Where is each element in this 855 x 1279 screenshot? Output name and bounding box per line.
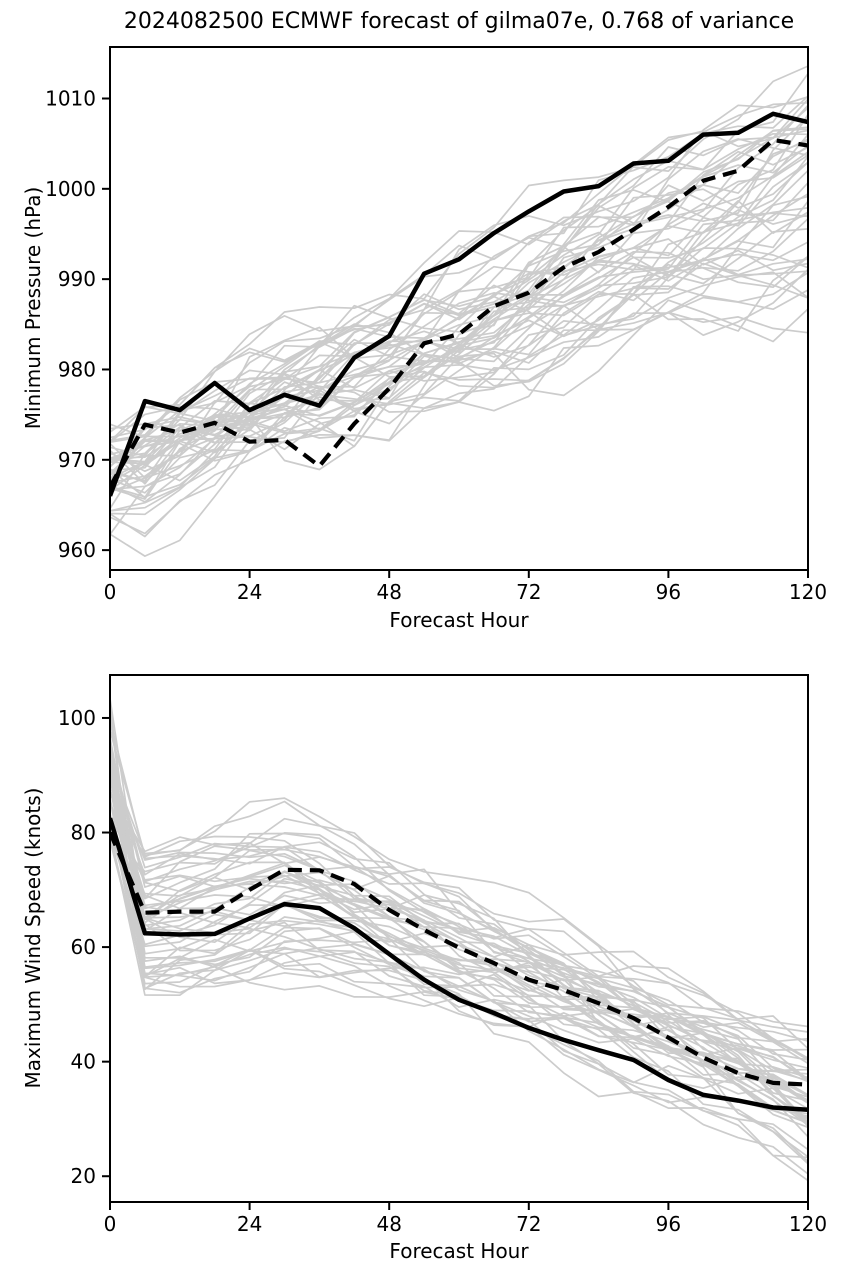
ensemble-members — [110, 755, 808, 1072]
figure-title: 2024082500 ECMWF forecast of gilma07e, 0… — [123, 9, 795, 34]
y-tick-label: 80 — [71, 821, 96, 845]
ensemble-members — [110, 832, 808, 1102]
y-tick-label: 1000 — [45, 177, 96, 201]
pressure-x-axis-label: Forecast Hour — [389, 608, 529, 632]
x-tick-label: 120 — [789, 580, 827, 604]
ensemble-members — [110, 716, 808, 1151]
ensemble-members — [110, 263, 808, 482]
ensemble-members — [110, 65, 808, 439]
ensemble-members — [110, 749, 808, 1083]
ensemble-members — [110, 767, 808, 1182]
axes-spines — [109, 46, 809, 571]
ensemble-members — [110, 104, 808, 467]
ensemble-members — [110, 824, 808, 1060]
y-tick-label: 980 — [58, 357, 96, 381]
ensemble-members — [110, 835, 808, 1118]
ensemble-members — [110, 748, 808, 1120]
ensemble-members — [110, 774, 808, 1125]
y-tick-label: 960 — [58, 538, 96, 562]
ensemble-members — [110, 257, 808, 516]
ensemble-members — [110, 132, 808, 456]
ensemble-members — [110, 814, 808, 1079]
ensemble-mean-line — [110, 137, 808, 488]
x-tick-label: 24 — [237, 1212, 262, 1236]
ensemble-members — [110, 154, 808, 482]
ensemble-members — [110, 101, 808, 468]
ensemble-members — [110, 128, 808, 512]
y-tick-label: 970 — [58, 448, 96, 472]
ensemble-members — [110, 228, 808, 439]
x-tick-label: 120 — [789, 1212, 827, 1236]
ensemble-members — [110, 776, 808, 1051]
ensemble-members — [110, 767, 808, 1033]
ensemble-members — [110, 73, 808, 459]
deterministic-forecast-line — [110, 111, 808, 497]
y-tick-label: 20 — [71, 1164, 96, 1188]
wind-y-axis-label: Maximum Wind Speed (knots) — [21, 787, 45, 1089]
y-tick-label: 60 — [71, 935, 96, 959]
ensemble-members — [110, 262, 808, 473]
pressure-y-axis-label: Minimum Pressure (hPa) — [21, 186, 45, 430]
ensemble-members — [110, 140, 808, 481]
ensemble-members — [110, 247, 808, 463]
wind-x-axis-label: Forecast Hour — [389, 1239, 529, 1263]
ensemble-mean-line — [110, 831, 808, 1087]
ensemble-members — [110, 144, 808, 479]
ensemble-members — [110, 238, 808, 442]
ensemble-members — [110, 790, 808, 1165]
pressure-chart: 0 24 48 72 96 120 960 970 980 990 1000 1010 — [45, 46, 827, 604]
x-tick-label: 96 — [656, 1212, 681, 1236]
x-tick-label: 0 — [104, 580, 117, 604]
axes-spines — [109, 674, 809, 1203]
ensemble-members — [110, 255, 808, 499]
ensemble-members — [110, 207, 808, 430]
ensemble-members — [110, 757, 808, 1124]
ensemble-members — [110, 98, 808, 512]
x-tick-label: 96 — [656, 580, 681, 604]
ensemble-members — [110, 134, 808, 463]
x-tick-label: 72 — [516, 1212, 541, 1236]
ensemble-members — [110, 241, 808, 538]
ensemble-members — [110, 779, 808, 1128]
y-tick-label: 100 — [58, 706, 96, 730]
ensemble-members — [110, 289, 808, 463]
x-tick-label: 48 — [376, 1212, 401, 1236]
x-tick-label: 72 — [516, 580, 541, 604]
deterministic-forecast-line — [110, 817, 808, 1113]
x-tick-label: 24 — [237, 580, 262, 604]
ensemble-members — [110, 822, 808, 1159]
ensemble-members — [110, 126, 808, 498]
x-tick-label: 48 — [376, 580, 401, 604]
ensemble-members — [110, 780, 808, 1082]
y-tick-label: 40 — [71, 1050, 96, 1074]
y-tick-label: 1010 — [45, 86, 96, 110]
x-tick-label: 0 — [104, 1212, 117, 1236]
ensemble-members — [110, 833, 808, 1061]
y-tick-label: 990 — [58, 267, 96, 291]
ensemble-members — [110, 790, 808, 1061]
ensemble-members — [110, 730, 808, 1050]
ensemble-members — [110, 831, 808, 1102]
ensemble-members — [110, 825, 808, 1126]
wind-chart: 0 24 48 72 96 120 20 40 60 80 100 — [58, 674, 827, 1236]
